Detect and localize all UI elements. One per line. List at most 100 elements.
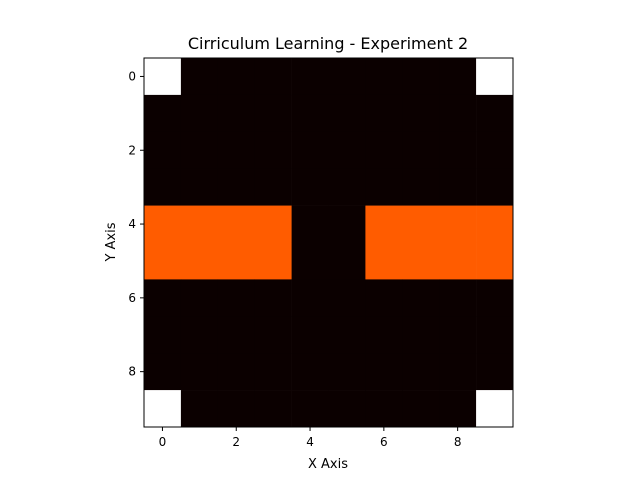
y-tick-label: 2 [128,143,136,157]
heatmap-cells [144,58,514,428]
heatmap-cell [439,279,477,317]
heatmap-cell [439,94,477,133]
heatmap-cell [439,316,477,354]
x-tick-label: 4 [306,435,314,449]
heatmap-cell [365,205,403,243]
heatmap-cell [291,316,329,354]
heatmap-cell [402,353,440,391]
heatmap-cell [402,131,440,169]
x-axis-ticks: 0 2 4 6 8 [159,427,461,449]
heatmap-cell [254,353,292,391]
heatmap-cell [476,390,514,428]
heatmap-cell [365,94,403,133]
y-tick-label: 8 [128,365,136,379]
heatmap-cell [476,58,514,96]
heatmap-cell [402,205,440,243]
heatmap-cell [180,168,219,206]
y-axis-label: Y Axis [104,222,119,262]
heatmap-cell [217,94,255,133]
heatmap-cell [476,94,514,133]
y-tick-label: 4 [128,217,136,231]
heatmap-cell [291,390,329,428]
heatmap-cell [291,353,329,391]
heatmap-cell [254,390,292,428]
heatmap-cell [476,131,514,169]
heatmap-cell [476,316,514,354]
heatmap-cell [180,58,219,96]
heatmap-cell [254,316,292,354]
heatmap-cell [254,242,292,280]
heatmap-cell [217,390,255,428]
heatmap-cell [365,242,403,280]
heatmap-cell [402,58,440,96]
heatmap-cell [144,390,182,428]
heatmap-cell [402,242,440,280]
chart-title: Cirriculum Learning - Experiment 2 [188,34,468,53]
heatmap-cell [402,168,440,206]
heatmap-cell [217,279,255,317]
heatmap-cell [291,242,329,280]
heatmap-cell [254,58,292,96]
heatmap-cell [180,353,219,391]
heatmap-cell [439,205,477,243]
heatmap-cell [439,353,477,391]
heatmap-cell [144,131,182,169]
heatmap-cell [291,279,329,317]
heatmap-cell [476,205,514,243]
heatmap-cell [144,205,182,243]
heatmap-cell [328,168,366,206]
heatmap-cell [365,58,403,96]
x-tick-label: 0 [159,435,167,449]
heatmap-cell [254,94,292,133]
heatmap-cell [402,94,440,133]
heatmap-cell [180,316,219,354]
heatmap-cell [291,94,329,133]
heatmap-cell [217,168,255,206]
heatmap-cell [291,58,329,96]
heatmap-cell [180,279,219,317]
heatmap-cell [144,353,182,391]
heatmap-cell [365,353,403,391]
heatmap-cell [254,279,292,317]
y-axis-ticks: 0 2 4 6 8 [128,69,144,379]
plot-frame [143,57,514,428]
heatmap-cell [180,390,219,428]
heatmap-cell [328,353,366,391]
heatmap-cell [328,242,366,280]
heatmap-cell [144,242,182,280]
heatmap-cell [217,316,255,354]
y-tick-label: 0 [128,69,136,83]
heatmap-cell [365,316,403,354]
heatmap-cell [402,316,440,354]
heatmap-cell [180,94,219,133]
heatmap-cell [217,353,255,391]
x-tick-label: 6 [380,435,388,449]
heatmap-cell [328,94,366,133]
heatmap-cell [476,242,514,280]
heatmap-cell [439,131,477,169]
heatmap-cell [439,58,477,96]
heatmap-cell [328,279,366,317]
heatmap-cell [439,390,477,428]
heatmap-cell [144,58,182,96]
heatmap-cell [402,390,440,428]
heatmap-cell [291,168,329,206]
heatmap-cell [144,168,182,206]
x-tick-label: 2 [232,435,240,449]
heatmap-cell [328,316,366,354]
heatmap-cell [328,131,366,169]
heatmap-cell [217,131,255,169]
heatmap-cell [254,205,292,243]
heatmap-cell [291,205,329,243]
heatmap-cell [328,205,366,243]
heatmap-cell [328,58,366,96]
heatmap-cell [180,242,219,280]
heatmap-cell [365,131,403,169]
heatmap-cell [291,131,329,169]
heatmap-cell [439,168,477,206]
heatmap-cell [144,94,182,133]
heatmap-cell [180,205,219,243]
heatmap-cell [402,279,440,317]
heatmap-cell [439,242,477,280]
heatmap-cell [365,390,403,428]
